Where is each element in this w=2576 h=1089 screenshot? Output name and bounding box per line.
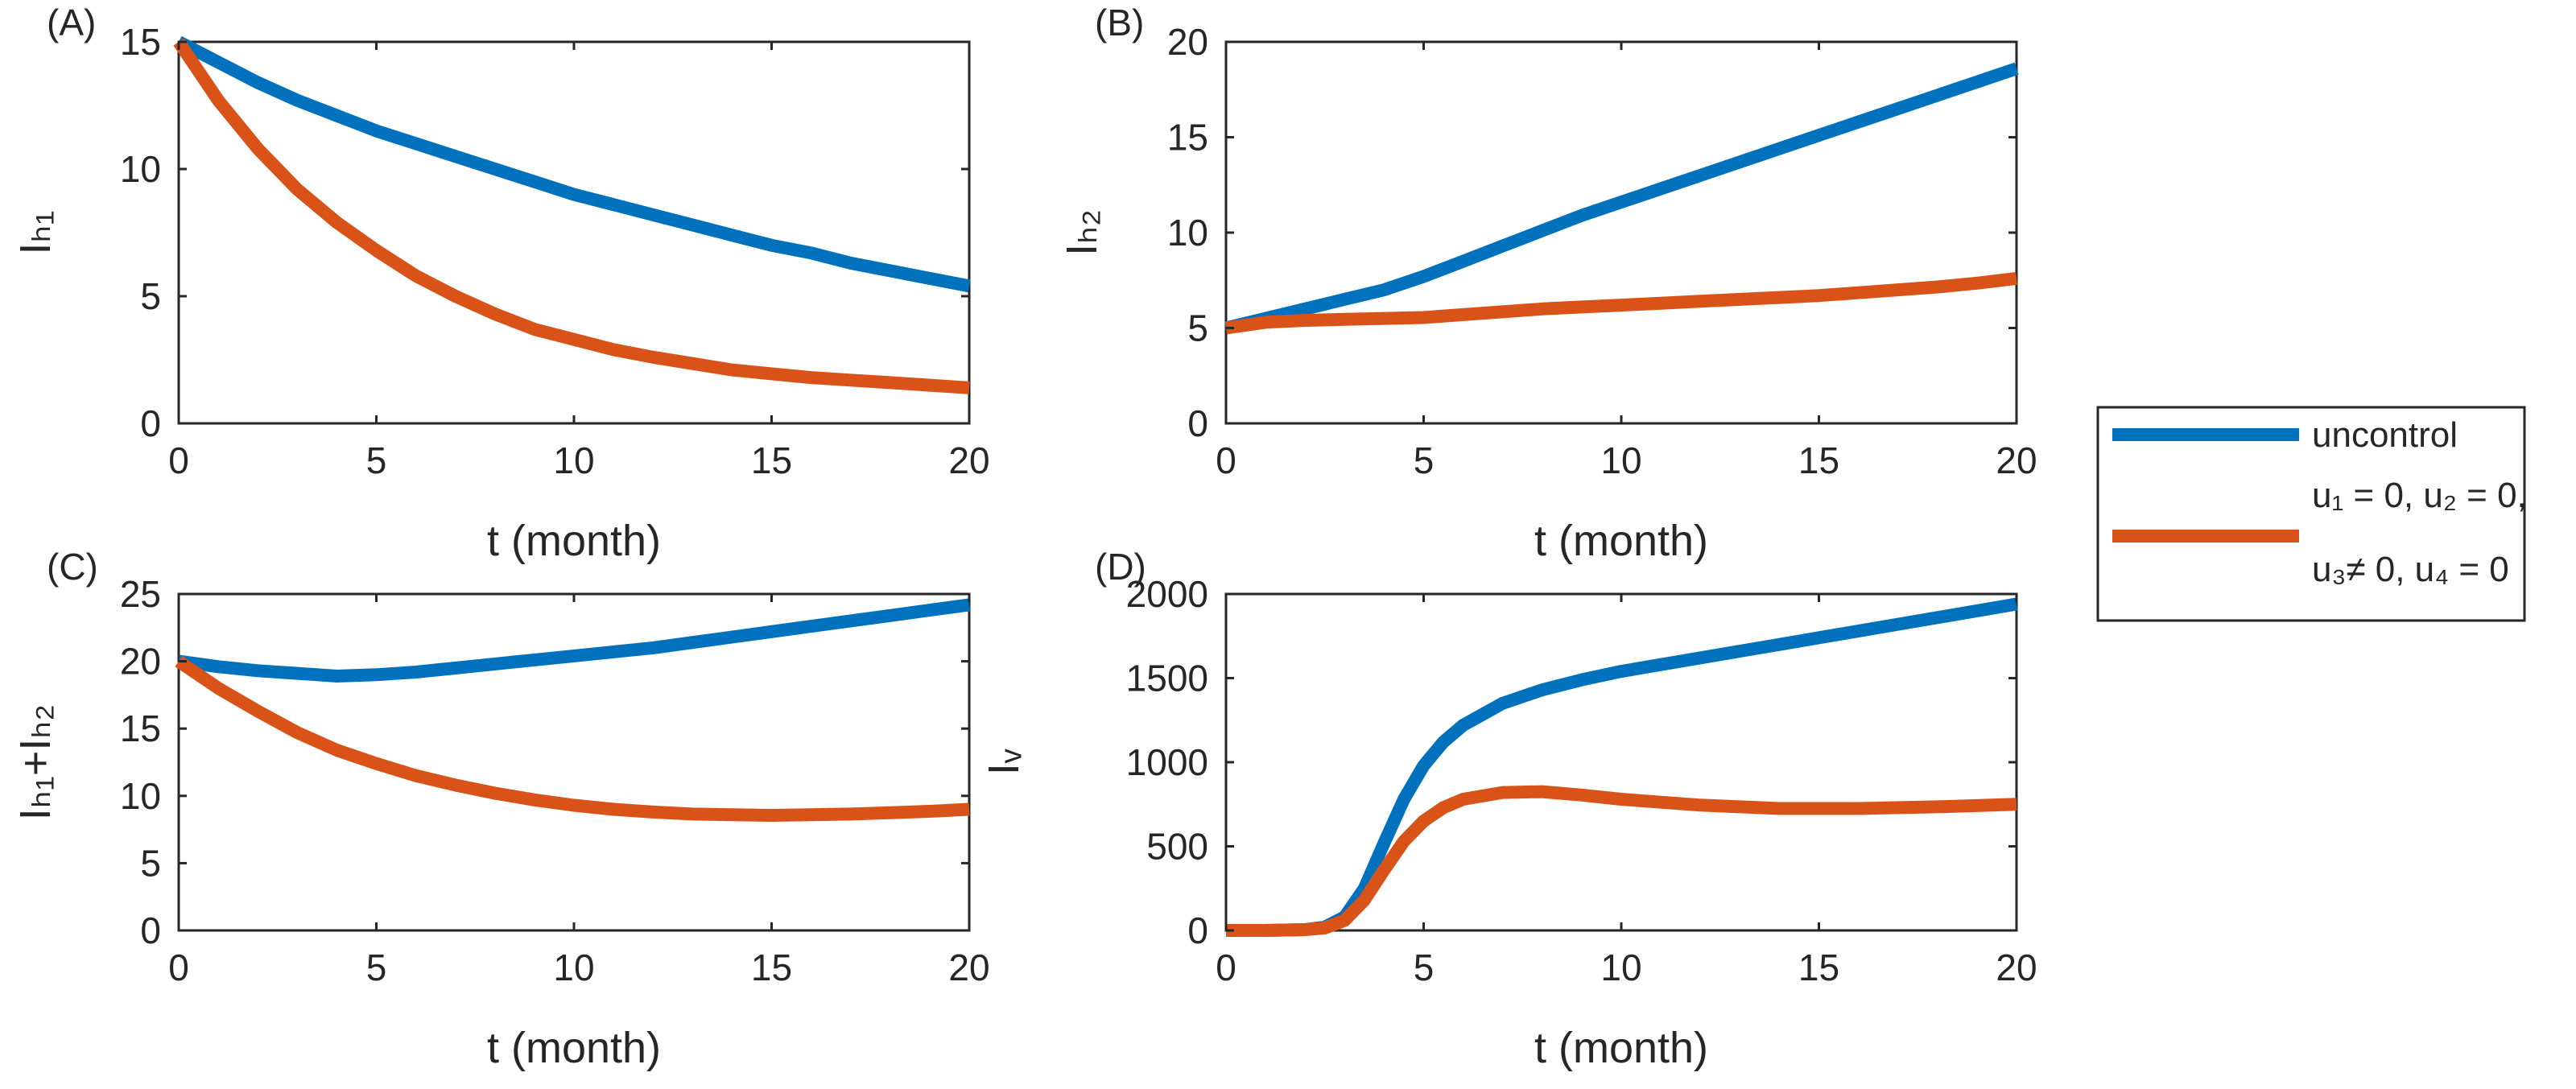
x-tick-label-b: 0 xyxy=(1216,439,1236,481)
y-tick-label-d: 0 xyxy=(1187,910,1208,951)
x-tick-label-a: 15 xyxy=(751,439,792,481)
y-tick-label-a: 15 xyxy=(120,21,161,63)
y-axis-label-a: Iₕ₁ xyxy=(11,210,60,254)
legend-box xyxy=(2096,406,2526,622)
x-tick-label-c: 15 xyxy=(751,947,792,988)
series-line-controlled-d xyxy=(1226,785,2017,937)
ticks-group-a: 0 5 10 15 20 0 5 10 15 xyxy=(120,21,990,481)
y-tick-label-d: 1000 xyxy=(1126,741,1208,783)
axes-box-c xyxy=(177,592,971,932)
axes-box-d xyxy=(1224,592,2018,932)
y-axis-label-d: Iᵥ xyxy=(980,749,1028,775)
x-axis-label-a: t (month) xyxy=(487,517,661,565)
legend: uncontrol u₁ = 0, u₂ = 0, u₃≠ 0, u₄ = 0 xyxy=(2096,406,2527,622)
x-tick-label-c: 5 xyxy=(366,947,387,988)
panel-c: 0 5 10 15 20 0 5 10 15 20 25 (C) t (month) Iₕ₁+Iₕ₂ xyxy=(11,546,990,1072)
x-tick-label-b: 10 xyxy=(1600,439,1641,481)
y-tick-label-c: 5 xyxy=(140,842,161,884)
axes-box-b xyxy=(1224,40,2018,425)
x-tick-label-c: 20 xyxy=(948,947,989,988)
x-axis-label-b: t (month) xyxy=(1534,517,1708,565)
series-line-uncontrol-b xyxy=(1224,62,2019,335)
y-tick-label-b: 0 xyxy=(1187,402,1208,444)
legend-label-uncontrol: uncontrol xyxy=(2312,415,2458,455)
ticks-group-c: 0 5 10 15 20 0 5 10 15 20 25 xyxy=(120,573,990,988)
series-group-b xyxy=(1224,62,2019,335)
y-tick-label-c: 25 xyxy=(120,573,161,615)
y-tick-label-a: 5 xyxy=(140,275,161,317)
series-line-controlled-c xyxy=(175,655,970,822)
y-tick-label-b: 5 xyxy=(1187,307,1208,349)
x-tick-label-b: 15 xyxy=(1798,439,1839,481)
x-tick-label-a: 0 xyxy=(168,439,189,481)
ticks-group-d: 0 5 10 15 20 0 500 1000 1500 2000 xyxy=(1126,573,2037,988)
x-tick-label-c: 10 xyxy=(553,947,594,988)
y-tick-label-c: 15 xyxy=(120,707,161,749)
x-tick-label-b: 20 xyxy=(1996,439,2037,481)
panel-label-c: (C) xyxy=(47,546,98,588)
panel-label-b: (B) xyxy=(1095,2,1144,43)
x-tick-label-b: 5 xyxy=(1414,439,1435,481)
panel-b: 0 5 10 15 20 0 5 10 15 20 (B) t (month) Iₕ₂ xyxy=(1058,2,2037,565)
x-tick-label-a: 5 xyxy=(366,439,387,481)
y-tick-label-c: 20 xyxy=(120,641,161,683)
y-tick-label-c: 10 xyxy=(120,775,161,817)
series-line-uncontrol-a xyxy=(175,35,971,293)
y-tick-label-b: 10 xyxy=(1167,212,1208,254)
series-line-controlled-b xyxy=(1224,271,2017,335)
x-tick-label-d: 15 xyxy=(1798,947,1839,988)
panel-a: 0 5 10 15 20 0 5 10 15 (A) t (month) Iₕ₁ xyxy=(11,2,990,565)
panel-d: 0 5 10 15 20 0 500 1000 1500 2000 (D) t (month) I… xyxy=(980,546,2037,1072)
x-tick-label-d: 20 xyxy=(1996,947,2037,988)
x-axis-label-c: t (month) xyxy=(487,1024,661,1072)
series-group-c xyxy=(175,598,971,822)
x-tick-label-c: 0 xyxy=(168,947,189,988)
x-axis-label-d: t (month) xyxy=(1534,1024,1708,1072)
series-group-a xyxy=(173,35,971,394)
ticks-group-b: 0 5 10 15 20 0 5 10 15 20 xyxy=(1167,21,2037,481)
x-tick-label-a: 10 xyxy=(553,439,594,481)
y-tick-label-b: 15 xyxy=(1167,117,1208,159)
panel-label-d: (D) xyxy=(1095,546,1146,588)
x-tick-label-d: 10 xyxy=(1600,947,1641,988)
x-tick-label-d: 0 xyxy=(1216,947,1236,988)
legend-label-controlled-line1: u₁ = 0, u₂ = 0, xyxy=(2312,476,2527,515)
y-tick-label-d: 2000 xyxy=(1126,573,1208,615)
y-axis-label-b: Iₕ₂ xyxy=(1058,209,1106,256)
y-tick-label-a: 0 xyxy=(140,402,161,444)
y-tick-label-c: 0 xyxy=(140,910,161,951)
x-tick-label-d: 5 xyxy=(1414,947,1435,988)
y-tick-label-d: 1500 xyxy=(1126,658,1208,699)
y-tick-label-b: 20 xyxy=(1167,21,1208,63)
x-tick-label-a: 20 xyxy=(948,439,989,481)
y-tick-label-a: 10 xyxy=(120,148,161,190)
series-line-uncontrol-c xyxy=(177,598,971,683)
y-tick-label-d: 500 xyxy=(1146,826,1208,868)
y-axis-label-c: Iₕ₁+Iₕ₂ xyxy=(11,704,60,820)
legend-label-controlled-line2: u₃≠ 0, u₄ = 0 xyxy=(2312,550,2509,589)
series-group-d xyxy=(1226,597,2018,937)
panel-label-a: (A) xyxy=(47,2,96,43)
series-line-controlled-a xyxy=(173,38,970,394)
